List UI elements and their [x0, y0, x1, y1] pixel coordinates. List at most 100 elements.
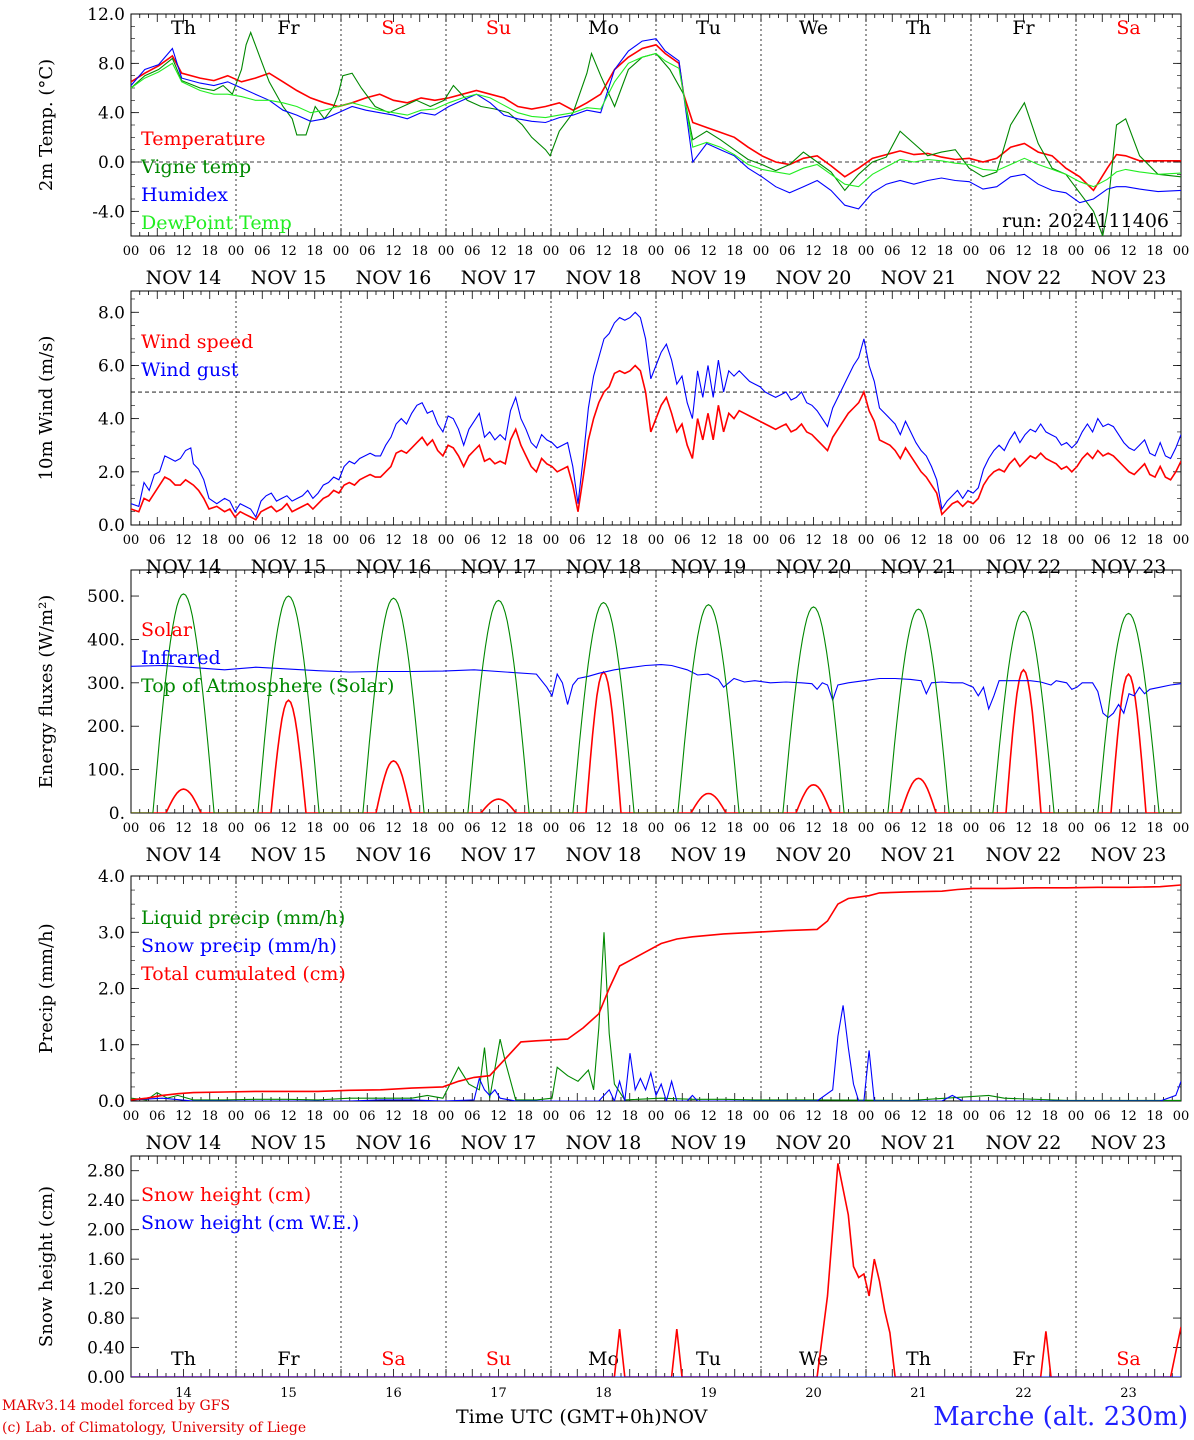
weekday-label: Su — [486, 17, 511, 39]
hour-tick-label: 12 — [385, 1109, 402, 1124]
hour-tick-label: 12 — [910, 1109, 927, 1124]
y-tick-label: 8.0 — [98, 54, 125, 74]
hour-tick-label: 12 — [1120, 821, 1137, 836]
hour-tick-label: 12 — [700, 244, 717, 259]
hour-tick-label: 06 — [674, 533, 691, 548]
day-label: NOV 23 — [1091, 267, 1167, 289]
hour-tick-label: 18 — [306, 533, 323, 548]
hour-tick-label: 18 — [411, 244, 428, 259]
hour-tick-label: 18 — [516, 244, 533, 259]
hour-tick-label: 00 — [438, 244, 455, 259]
y-tick-label: 1.20 — [87, 1280, 125, 1300]
hour-tick-label: 12 — [490, 244, 507, 259]
hour-tick-label: 00 — [333, 1109, 350, 1124]
legend-entry: Solar — [141, 619, 193, 641]
hour-tick-label: 00 — [228, 244, 245, 259]
hour-tick-label: 00 — [648, 244, 665, 259]
day-label: NOV 22 — [986, 267, 1062, 289]
hour-tick-label: 18 — [411, 533, 428, 548]
y-tick-label: 4.0 — [98, 104, 125, 124]
weekday-label: Sa — [381, 17, 405, 39]
day-label: NOV 18 — [566, 1132, 642, 1154]
hour-tick-label: 18 — [1146, 533, 1163, 548]
hour-tick-label: 18 — [1041, 244, 1058, 259]
y-tick-label: 0.0 — [98, 516, 125, 536]
day-label: NOV 21 — [881, 844, 957, 866]
series-line-snow-height-cm- — [131, 1163, 1181, 1377]
day-label: NOV 17 — [461, 267, 537, 289]
day-label: NOV 23 — [1091, 556, 1167, 578]
hour-tick-label: 00 — [858, 533, 875, 548]
hour-tick-label: 00 — [753, 1109, 770, 1124]
hour-tick-label: 00 — [123, 1109, 140, 1124]
hour-tick-label: 06 — [149, 244, 166, 259]
hour-tick-label: 06 — [254, 244, 271, 259]
day-label: NOV 14 — [146, 556, 222, 578]
hour-tick-label: 18 — [831, 244, 848, 259]
hour-tick-label: 00 — [753, 533, 770, 548]
hour-tick-label: 06 — [359, 244, 376, 259]
hour-tick-label: 00 — [1068, 244, 1085, 259]
hour-tick-label: 12 — [1015, 244, 1032, 259]
hour-tick-label: 12 — [1015, 533, 1032, 548]
hour-tick-label: 06 — [359, 821, 376, 836]
hour-tick-label: 12 — [805, 533, 822, 548]
hour-tick-label: 00 — [123, 244, 140, 259]
panel-energy: 0. 100. 200. 300. 400. 500. Energy fluxes (W/m… — [36, 569, 1189, 866]
hour-tick-label: 06 — [1094, 533, 1111, 548]
legend-entry: Infrared — [141, 647, 221, 669]
hour-tick-label: 12 — [910, 821, 927, 836]
day-label: NOV 16 — [356, 1132, 432, 1154]
series-group — [131, 884, 1181, 1101]
day-label: NOV 17 — [461, 1132, 537, 1154]
hour-tick-label: 12 — [1120, 244, 1137, 259]
y-axis-label: 2m Temp. (°C) — [36, 59, 57, 191]
hour-tick-label: 00 — [228, 821, 245, 836]
legend-entry: Snow height (cm) — [141, 1184, 311, 1206]
hour-tick-label: 12 — [1015, 1109, 1032, 1124]
station-label: Marche (alt. 230m) — [933, 1402, 1188, 1432]
hour-tick-label: 12 — [1120, 1109, 1137, 1124]
hour-tick-label: 12 — [700, 1109, 717, 1124]
hour-tick-label: 00 — [753, 821, 770, 836]
weekday-label: Su — [486, 1348, 511, 1370]
hour-tick-label: 00 — [333, 821, 350, 836]
day-label: NOV 14 — [146, 267, 222, 289]
hour-tick-label: 06 — [989, 1109, 1006, 1124]
hour-tick-label: 00 — [1173, 1109, 1190, 1124]
legend-entry: Liquid precip (mm/h) — [141, 907, 345, 929]
hour-tick-label: 06 — [884, 244, 901, 259]
hour-tick-label: 12 — [595, 821, 612, 836]
hour-tick-label: 06 — [464, 244, 481, 259]
hour-tick-label: 06 — [359, 1109, 376, 1124]
hour-tick-label: 06 — [359, 533, 376, 548]
hour-tick-label: 06 — [779, 533, 796, 548]
series-line-total-cumulated-cm- — [131, 884, 1181, 1101]
hour-tick-label: 06 — [149, 1109, 166, 1124]
day-label: NOV 19 — [671, 267, 747, 289]
weekday-label: Tu — [696, 17, 721, 39]
y-tick-label: 6.0 — [98, 356, 125, 376]
y-tick-label: 12.0 — [87, 5, 125, 25]
hour-tick-label: 06 — [254, 821, 271, 836]
hour-tick-label: 18 — [936, 533, 953, 548]
hour-tick-label: 06 — [884, 533, 901, 548]
y-tick-label: 100. — [87, 761, 125, 781]
hour-tick-label: 00 — [543, 533, 560, 548]
series-line-infrared — [131, 664, 1181, 719]
day-number-label: 20 — [805, 1386, 822, 1401]
day-label: NOV 20 — [776, 1132, 852, 1154]
hour-tick-label: 06 — [149, 533, 166, 548]
hour-tick-label: 18 — [936, 1109, 953, 1124]
hour-tick-label: 00 — [963, 533, 980, 548]
hour-tick-label: 06 — [1094, 821, 1111, 836]
weekday-label: Fr — [277, 17, 300, 39]
hour-tick-label: 12 — [280, 821, 297, 836]
run-label: run: 2024111406 — [1002, 210, 1169, 232]
hour-tick-label: 00 — [648, 1109, 665, 1124]
weekday-label: Th — [171, 17, 196, 39]
day-label: NOV 23 — [1091, 844, 1167, 866]
day-number-label: 23 — [1120, 1386, 1137, 1401]
hour-tick-label: 00 — [438, 533, 455, 548]
y-tick-label: 500. — [87, 587, 125, 607]
